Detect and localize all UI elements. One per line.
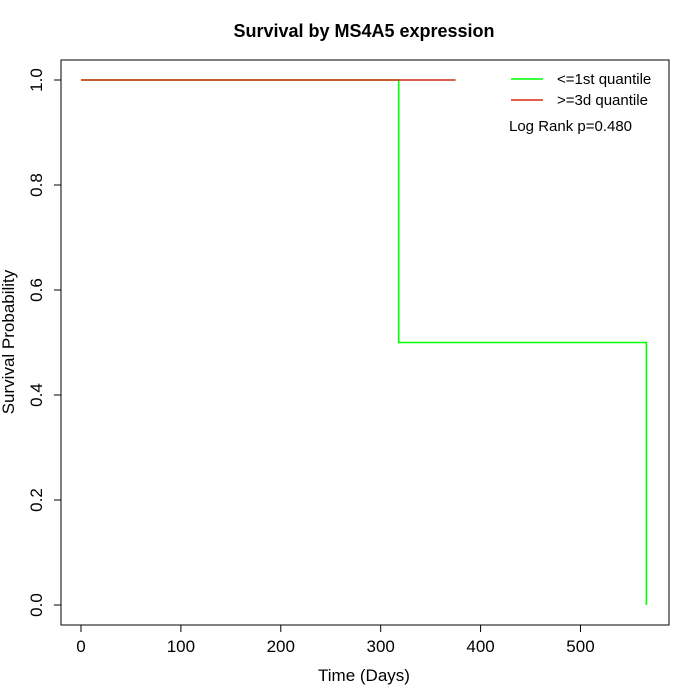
y-tick-label: 0.0	[27, 593, 46, 617]
y-tick-label: 1.0	[27, 68, 46, 92]
y-tick-label: 0.8	[27, 173, 46, 197]
y-axis: 0.0 0.2 0.4 0.6 0.8 1.0	[27, 68, 62, 617]
log-rank-annotation: Log Rank p=0.480	[509, 118, 632, 135]
x-tick-label: 100	[167, 637, 195, 656]
chart-title: Survival by MS4A5 expression	[233, 21, 494, 41]
series-layer	[81, 79, 648, 605]
y-axis-label: Survival Probability	[0, 269, 18, 414]
x-axis-label: Time (Days)	[318, 666, 410, 685]
x-tick-label: 200	[267, 637, 295, 656]
y-tick-label: 0.6	[27, 278, 46, 302]
legend-label-2: >=3d quantile	[557, 92, 648, 109]
x-tick-label: 0	[76, 637, 85, 656]
x-axis: 0 100 200 300 400 500	[76, 624, 595, 656]
legend-label-1: <=1st quantile	[557, 71, 651, 88]
legend: <=1st quantile >=3d quantile	[511, 71, 651, 109]
y-tick-label: 0.2	[27, 488, 46, 512]
x-tick-label: 400	[466, 637, 494, 656]
series-line-1	[81, 79, 648, 605]
x-tick-label: 300	[366, 637, 394, 656]
x-tick-label: 500	[566, 637, 594, 656]
y-tick-label: 0.4	[27, 383, 46, 407]
